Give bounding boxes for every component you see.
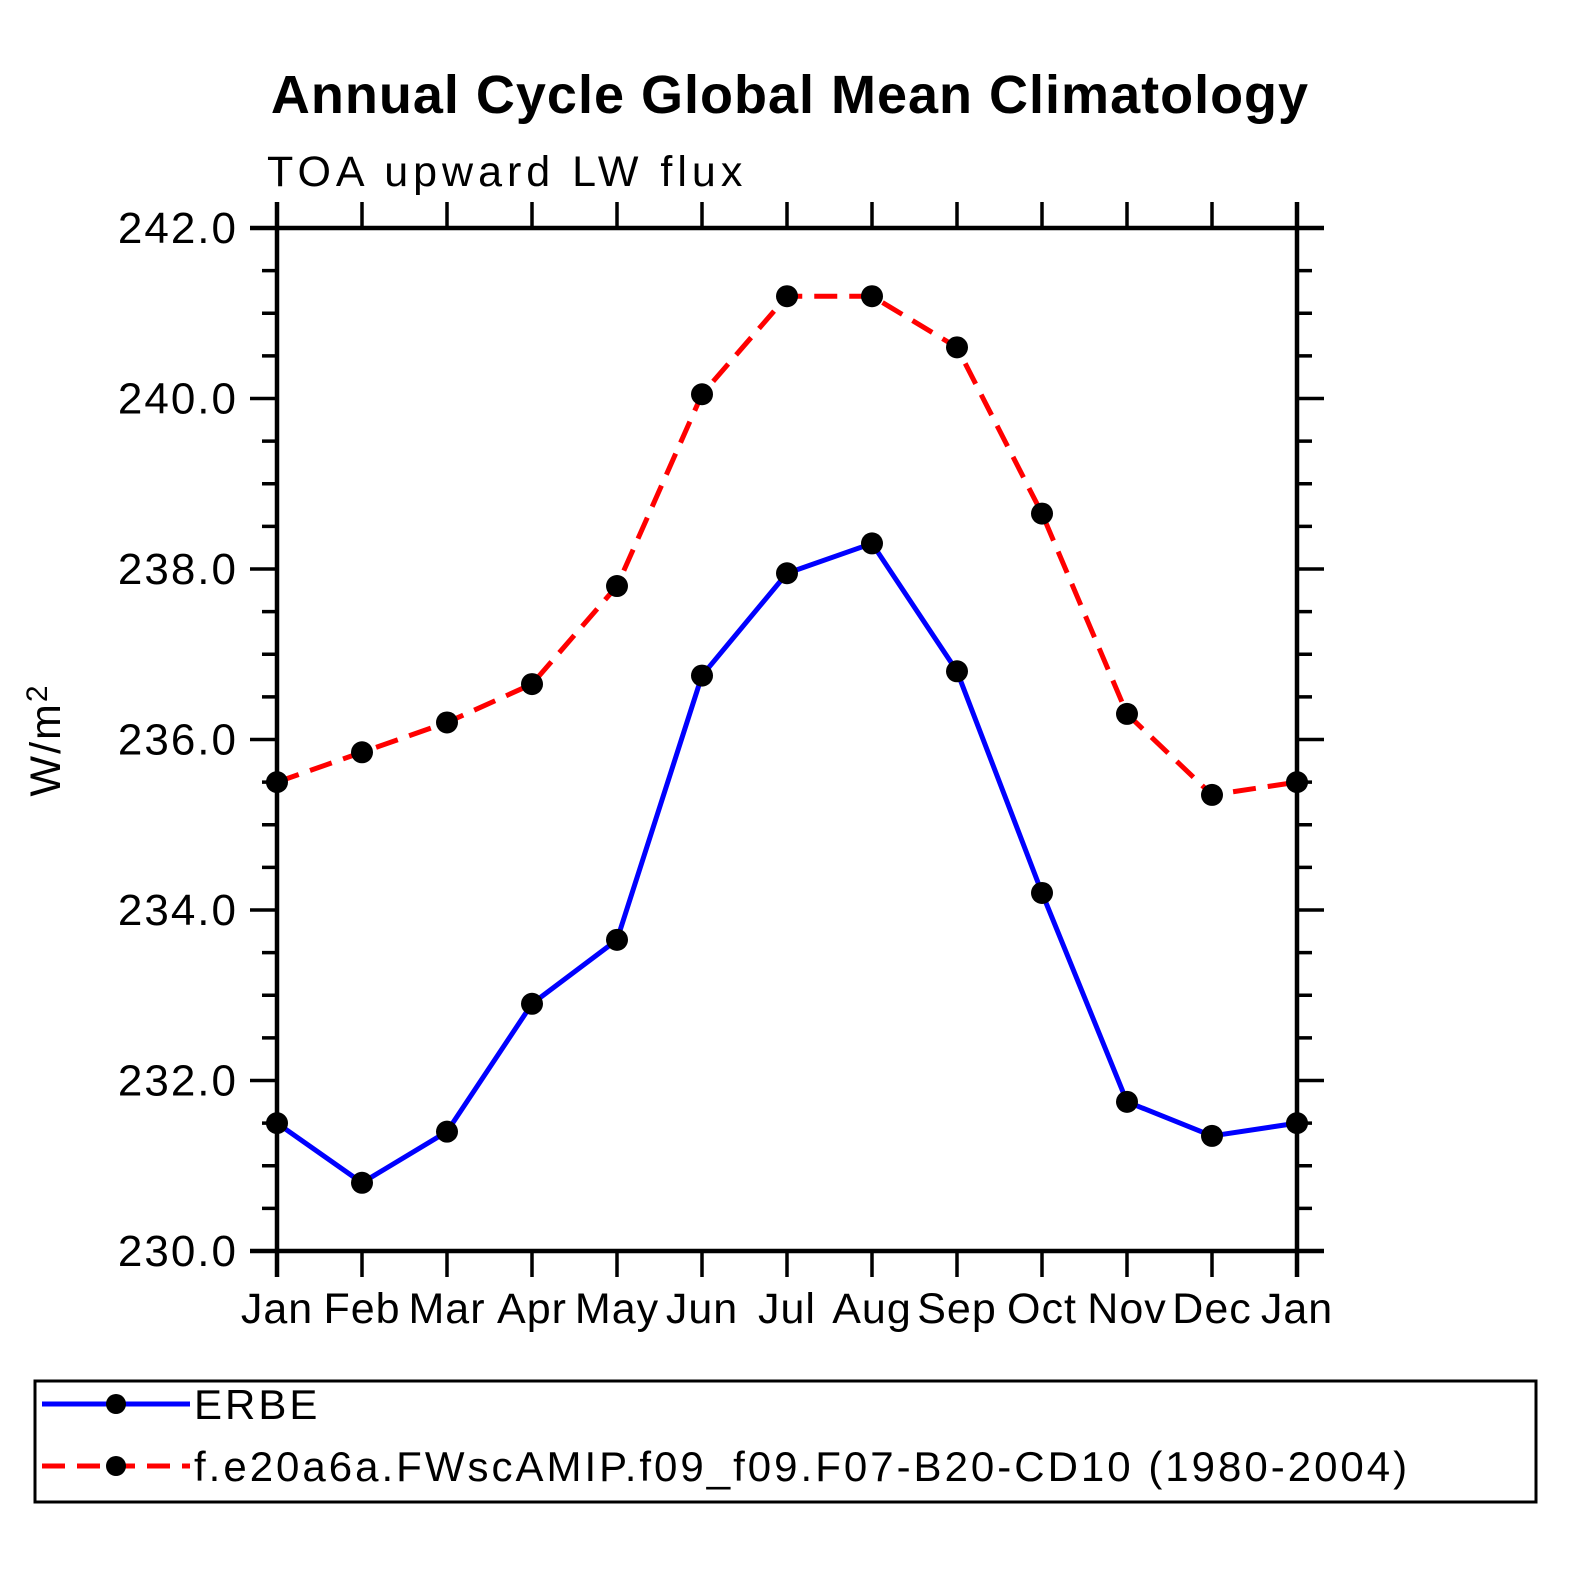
y-tick-label: 230.0 [118,1227,238,1276]
x-tick-label: Aug [832,1285,912,1333]
x-tick-label: Sep [917,1285,997,1333]
data-point-1 [266,771,288,794]
legend-label-erbe: ERBE [194,1381,320,1428]
data-point-1 [606,575,628,598]
x-tick-label: Jul [758,1285,816,1333]
legend-item-erbe: ERBE [42,1381,320,1428]
data-point-0 [266,1112,288,1135]
y-tick-label: 234.0 [118,886,238,935]
x-tick-label: Jan [241,1285,313,1333]
plot-background [277,228,1297,1251]
data-point-0 [1286,1112,1308,1135]
x-tick-label: Mar [408,1285,485,1333]
chart-subtitle: TOA upward LW flux [267,148,747,196]
data-point-0 [691,664,713,687]
legend-marker-model [106,1456,126,1476]
data-point-0 [776,562,798,585]
x-tick-label: May [575,1285,659,1333]
data-point-1 [351,741,373,764]
data-point-0 [351,1171,373,1194]
data-point-1 [861,285,883,308]
y-tick-label: 236.0 [118,716,238,765]
data-point-1 [521,673,543,696]
x-tick-label: Jan [1261,1285,1333,1333]
data-point-0 [521,992,543,1015]
x-tick-label: Nov [1087,1285,1166,1333]
data-point-1 [1116,702,1138,725]
data-point-1 [776,285,798,308]
data-point-1 [1031,502,1053,525]
data-point-0 [1031,881,1053,904]
legend-label-model: f.e20a6a.FWscAMIP.f09_f09.F07-B20-CD10 (… [194,1443,1410,1490]
data-point-0 [606,928,628,951]
y-tick-label: 232.0 [118,1057,238,1106]
data-point-1 [691,383,713,406]
data-point-1 [436,711,458,734]
legend-box [33,1379,1538,1504]
data-point-0 [436,1120,458,1143]
legend-marker-erbe [106,1394,126,1414]
data-point-1 [1201,783,1223,806]
legend-item-model: f.e20a6a.FWscAMIP.f09_f09.F07-B20-CD10 (… [42,1443,1410,1490]
data-point-0 [1201,1124,1223,1147]
data-point-1 [1286,771,1308,794]
y-tick-label: 238.0 [118,545,238,594]
y-axis-label: W/m2 [21,683,70,796]
data-point-0 [861,532,883,555]
data-point-0 [1116,1090,1138,1113]
x-tick-label: Dec [1172,1285,1251,1333]
data-point-1 [946,336,968,359]
legend: ERBE f.e20a6a.FWscAMIP.f09_f09.F07-B20-C… [33,1379,1538,1504]
y-tick-label: 242.0 [118,204,238,253]
x-tick-label: Apr [497,1285,567,1333]
chart-title: Annual Cycle Global Mean Climatology [271,65,1309,125]
y-tick-label: 240.0 [118,375,238,424]
x-tick-label: Feb [323,1285,400,1333]
x-tick-label: Jun [666,1285,738,1333]
x-tick-label: Oct [1007,1285,1077,1333]
data-point-0 [946,660,968,683]
